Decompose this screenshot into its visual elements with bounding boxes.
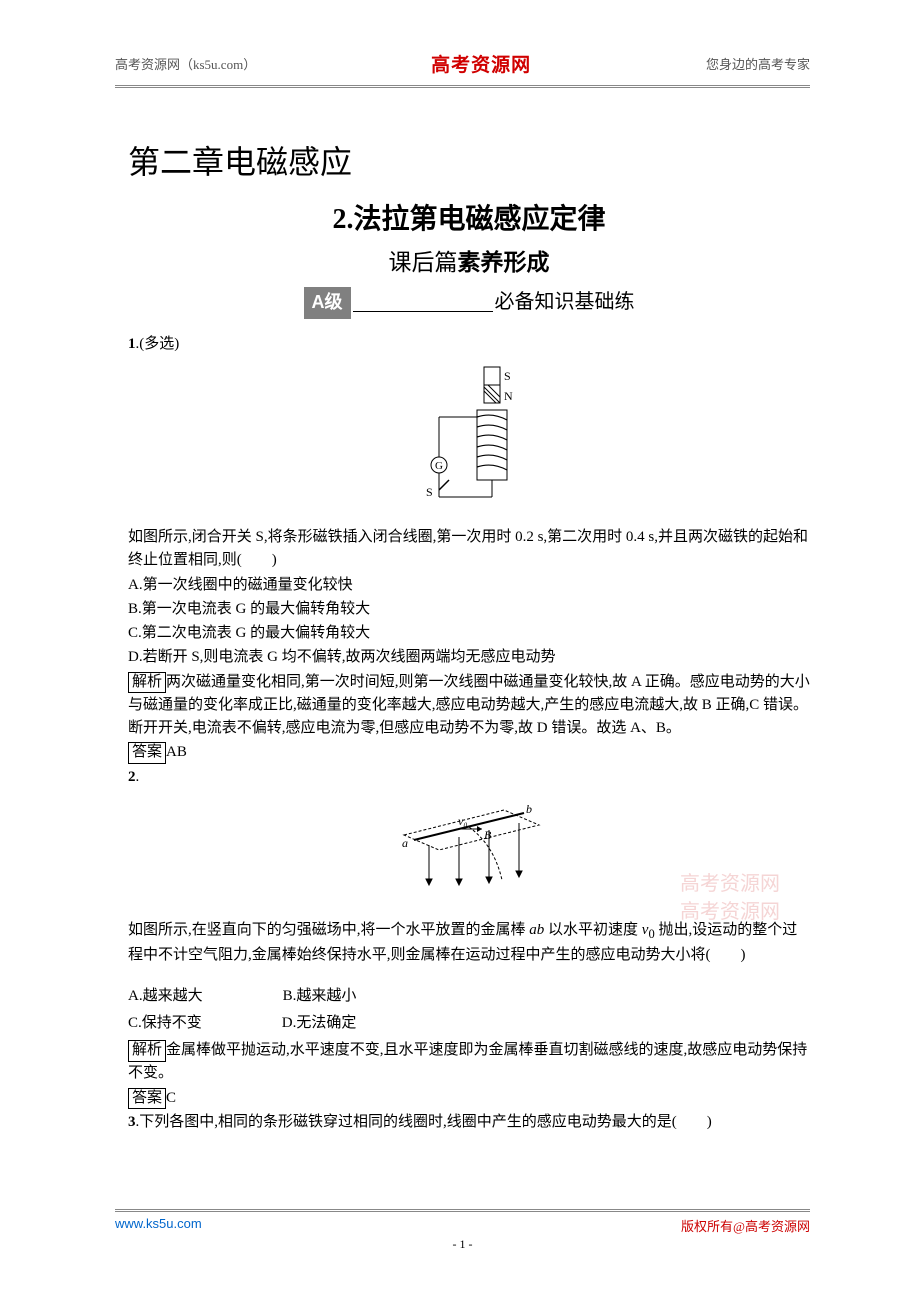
ans-label: 答案 [128,742,166,764]
spacer [128,969,810,981]
q1-stem: 如图所示,闭合开关 S,将条形磁铁插入闭合线圈,第一次用时 0.2 s,第二次用… [128,526,810,573]
q1-jiexi: 解析两次磁通量变化相同,第一次时间短,则第一次线圈中磁通量变化较快,故 A 正确… [128,671,810,741]
footer-link[interactable]: www.ks5u.com [115,1216,202,1235]
q2-jiexi-text: 金属棒做平抛运动,水平速度不变,且水平速度即为金属棒垂直切割磁感线的速度,故感应… [128,1042,807,1081]
q2-s1: 如图所示,在竖直向下的匀强磁场中,将一个水平放置的金属棒 [128,922,529,938]
footer-copyright: 版权所有@高考资源网 [681,1216,810,1235]
page-footer: www.ks5u.com 版权所有@高考资源网 - 1 - [115,1209,810,1252]
q2-jiexi: 解析金属棒做平抛运动,水平速度不变,且水平速度即为金属棒垂直切割磁感线的速度,故… [128,1039,810,1086]
fig-g: G [435,460,443,472]
header-right: 您身边的高考专家 [706,54,810,73]
header-center: 高考资源网 [431,50,531,77]
header-left: 高考资源网（ks5u.com） [115,54,256,73]
q1-jiexi-text: 两次磁通量变化相同,第一次时间短,则第一次线圈中磁通量变化较快,故 A 正确。感… [128,674,810,737]
q1-optB: B.第一次电流表 G 的最大偏转角较大 [128,598,810,621]
q2-svg: a b v₀ B [384,795,554,905]
q2-optC: C.保持不变 [128,1012,202,1035]
q2-optA: A.越来越大 [128,985,203,1008]
fig2-B: B [484,828,492,842]
q2-optD: D.无法确定 [282,1012,357,1035]
level-row: A级 必备知识基础练 [128,287,810,319]
q1-figure: S N G S [128,362,810,520]
fig-s-switch: S [426,485,433,499]
q2-ab: ab [529,922,544,938]
footer-page: - 1 - [115,1237,810,1252]
fig2-v0: v₀ [458,814,468,828]
jiexi-label-2: 解析 [128,1040,166,1062]
q2-dot: . [136,769,140,785]
q2-optB: B.越来越小 [283,985,357,1008]
subsection-bold: 素养形成 [458,250,550,275]
fig-n: N [504,389,513,403]
ans-label-2: 答案 [128,1088,166,1110]
subsection-thin: 课后篇 [389,250,458,275]
q2-options-2: C.保持不变 D.无法确定 [128,1012,810,1035]
fig2-a: a [402,836,408,850]
q2-stem: 如图所示,在竖直向下的匀强磁场中,将一个水平放置的金属棒 ab 以水平初速度 v… [128,919,810,968]
q2-options-1: A.越来越大 B.越来越小 [128,985,810,1008]
fig2-b: b [526,802,532,816]
footer-rule [115,1209,810,1212]
page-header: 高考资源网（ks5u.com） 高考资源网 您身边的高考专家 [0,0,920,85]
section-title: 2.法拉第电磁感应定律 [128,198,810,241]
q1-svg: S N G S [399,362,539,512]
subsection-title: 课后篇素养形成 [128,245,810,281]
level-badge: A级 [304,287,351,319]
jiexi-label: 解析 [128,672,166,694]
q2-figure: a b v₀ B [128,795,810,913]
chapter-title: 第二章电磁感应 [128,138,810,188]
q2-num: 2 [128,769,136,785]
footer-row: www.ks5u.com 版权所有@高考资源网 [115,1216,810,1235]
q1-optD: D.若断开 S,则电流表 G 均不偏转,故两次线圈两端均无感应电动势 [128,646,810,669]
q2-ans-text: C [166,1090,176,1106]
fig-s-top: S [504,369,511,383]
q1-optC: C.第二次电流表 G 的最大偏转角较大 [128,622,810,645]
q1-tag: .(多选) [136,336,180,352]
level-line [353,294,493,312]
q3-num: 3 [128,1114,136,1130]
q2-s2: 以水平初速度 [544,922,642,938]
q3-text: .下列各图中,相同的条形磁铁穿过相同的线圈时,线圈中产生的感应电动势最大的是( … [136,1114,712,1130]
q1-ans-text: AB [166,744,187,760]
q2-header: 2. [128,766,810,789]
content: 第二章电磁感应 2.法拉第电磁感应定律 课后篇素养形成 A级 必备知识基础练 1… [0,88,920,1134]
q1-num: 1 [128,336,136,352]
q1-optA: A.第一次线圈中的磁通量变化较快 [128,574,810,597]
q2-ans: 答案C [128,1087,810,1110]
q1-ans: 答案AB [128,741,810,764]
level-text: 必备知识基础练 [495,287,635,318]
q3-stem: 3.下列各图中,相同的条形磁铁穿过相同的线圈时,线圈中产生的感应电动势最大的是(… [128,1111,810,1134]
q1-header: 1.(多选) [128,333,810,356]
